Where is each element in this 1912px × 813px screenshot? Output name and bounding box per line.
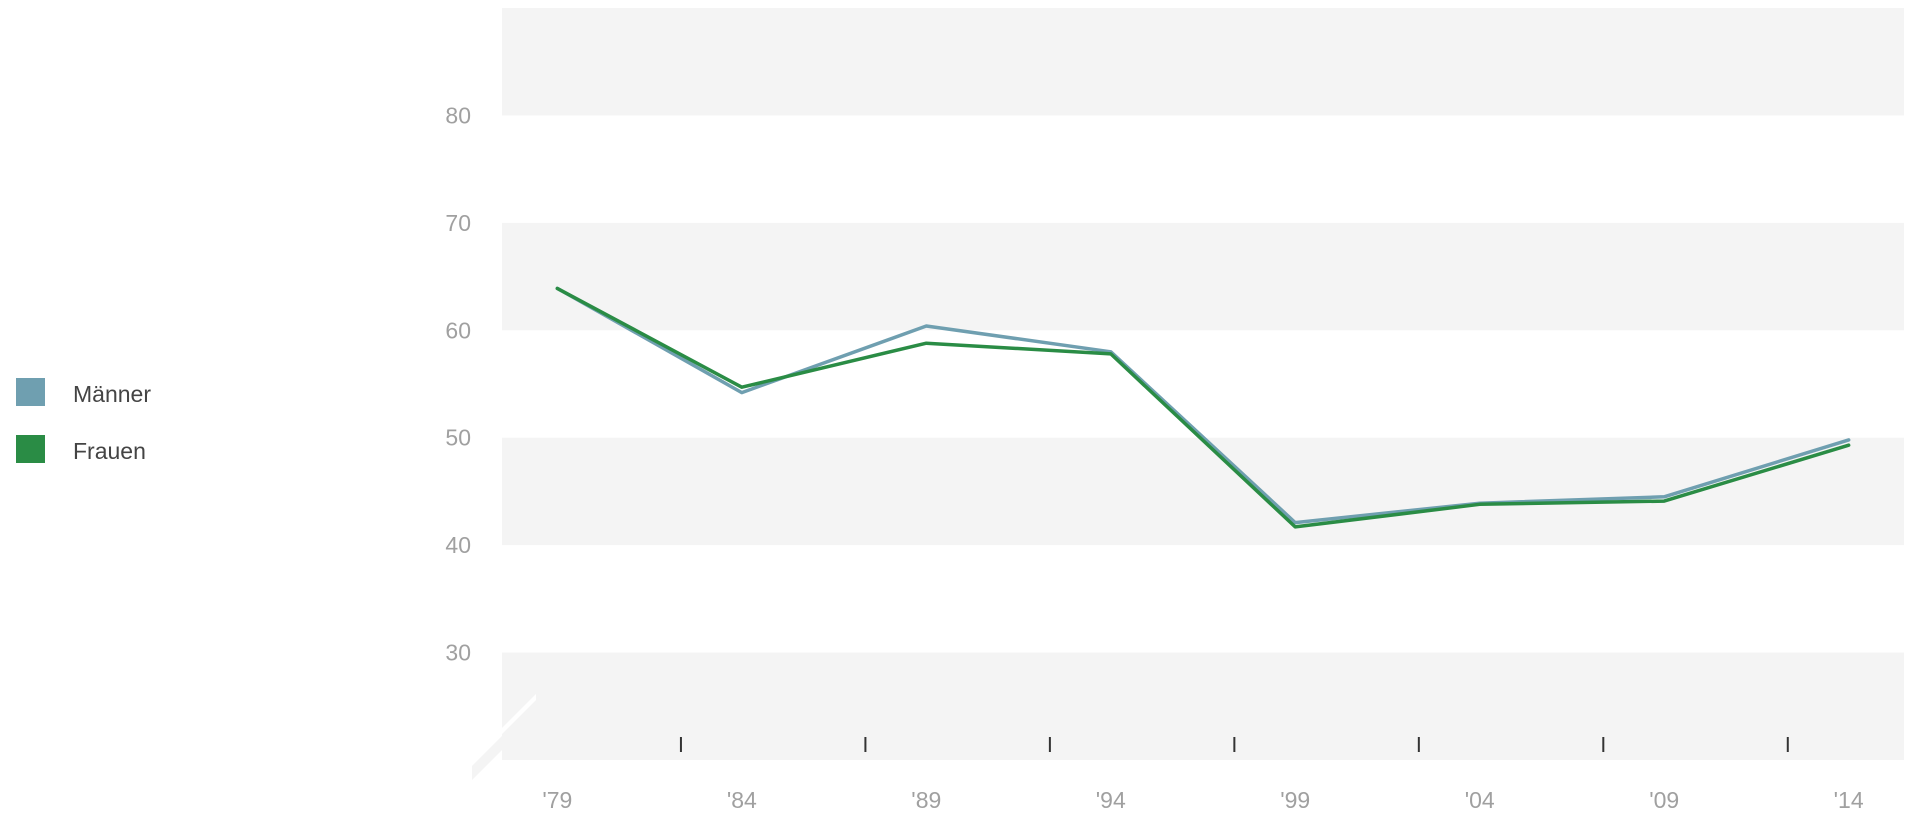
grid-band xyxy=(502,8,1904,116)
legend-swatch xyxy=(16,435,45,463)
x-tick-label: '04 xyxy=(1465,787,1495,813)
x-axis-minor-ticks xyxy=(679,737,1789,752)
grid-band xyxy=(502,222,1904,331)
legend: Männer Frauen xyxy=(16,378,151,464)
x-tick-label: '09 xyxy=(1649,787,1679,813)
y-tick-label: 30 xyxy=(445,640,471,666)
x-tick-label: '79 xyxy=(542,787,572,813)
legend-swatch xyxy=(16,378,45,406)
series-lines xyxy=(555,286,1851,529)
x-tick-label: '84 xyxy=(727,787,757,813)
legend-label: Frauen xyxy=(73,438,146,464)
x-tick-label: '94 xyxy=(1096,787,1126,813)
axis-break-mark xyxy=(472,694,536,780)
y-tick-label: 60 xyxy=(445,317,471,343)
grid-bands xyxy=(502,8,1904,760)
y-tick-label: 50 xyxy=(445,425,471,451)
x-axis-ticks: '79 '84 '89 '94 '99 '04 '09 '14 xyxy=(542,787,1863,813)
x-tick-label: '99 xyxy=(1280,787,1310,813)
legend-label: Männer xyxy=(73,381,151,407)
series-line-1 xyxy=(555,286,1851,529)
x-tick-label: '89 xyxy=(911,787,941,813)
grid-band xyxy=(502,652,1904,760)
y-tick-label: 80 xyxy=(445,102,471,128)
y-axis-ticks: 30 40 50 60 70 80 xyxy=(445,102,471,665)
grid-band xyxy=(502,437,1904,546)
y-tick-label: 70 xyxy=(445,210,471,236)
x-tick-label: '14 xyxy=(1834,787,1864,813)
y-tick-label: 40 xyxy=(445,532,471,558)
